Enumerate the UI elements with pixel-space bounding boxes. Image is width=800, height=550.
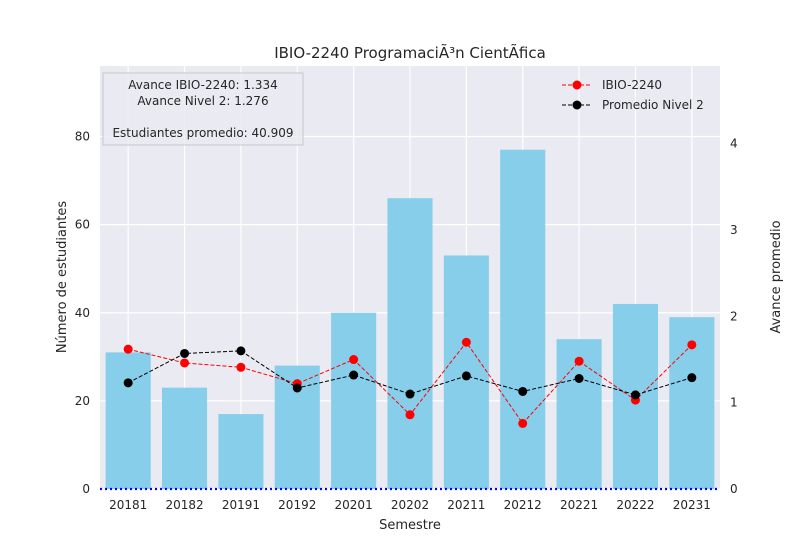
bar-20181 [105,352,151,489]
point-series1-20211 [461,371,471,381]
x-tick-label: 20211 [447,498,485,512]
point-series1-20221 [574,374,584,384]
annotation-box: Avance IBIO-2240: 1.334 Avance Nivel 2: … [102,72,304,146]
point-series0-20182 [180,358,190,368]
x-tick-label: 20191 [222,498,260,512]
bar-20212 [500,149,546,489]
point-series1-20201 [349,370,359,380]
bar-20182 [162,387,208,489]
y-tick-label: 0 [82,482,90,496]
point-series1-20212 [518,386,528,396]
x-tick-label: 20221 [560,498,598,512]
annotation-line-4: Estudiantes promedio: 40.909 [112,126,293,140]
y2-tick-label: 3 [730,223,738,237]
bars [105,149,715,489]
legend: IBIO-2240 Promedio Nivel 2 [562,78,704,112]
y-tick-label: 20 [75,394,90,408]
y2-tick-label: 2 [730,309,738,323]
x-tick-label: 20202 [391,498,429,512]
y2-tick-labels: 0 1 2 3 4 [730,137,738,496]
point-series0-20181 [123,344,133,354]
y2-tick-label: 4 [730,137,738,151]
annotation-line-1: Avance IBIO-2240: 1.334 [128,78,278,92]
y-axis-title: Número de estudiantes [55,201,70,353]
x-tick-label: 20231 [673,498,711,512]
x-tick-label: 20192 [278,498,316,512]
point-series1-20231 [687,373,697,383]
x-tick-label: 20212 [504,498,542,512]
legend-marker-nivel2 [572,100,582,110]
y2-tick-label: 0 [730,482,738,496]
x-tick-label: 20222 [616,498,654,512]
y-tick-label: 60 [75,218,90,232]
x-tick-label: 20182 [165,498,203,512]
point-series1-20202 [405,389,415,399]
bar-20202 [387,198,433,489]
point-series0-20202 [405,410,415,420]
point-series0-20221 [574,356,584,366]
annotation-box-frame [102,72,304,146]
x-axis-title: Semestre [379,518,441,533]
bar-20201 [331,312,377,489]
point-series1-20181 [123,378,133,388]
series-line-1 [127,350,692,396]
y2-tick-label: 1 [730,396,738,410]
point-series0-20231 [687,340,697,350]
point-series0-20211 [461,337,471,347]
y-tick-labels: 0 20 40 60 80 [75,130,90,497]
x-tick-label: 20181 [109,498,147,512]
annotation-line-2: Avance Nivel 2: 1.276 [137,94,268,108]
point-series1-20191 [236,346,246,356]
bar-20191 [218,414,264,489]
x-tick-label: 20201 [335,498,373,512]
legend-label-nivel2: Promedio Nivel 2 [602,98,704,112]
legend-marker-ibio [572,80,582,90]
point-series1-20192 [292,383,302,393]
legend-label-ibio: IBIO-2240 [602,78,662,92]
chart-title: IBIO-2240 ProgramaciÃ³n CientÃ­fica [274,43,546,62]
point-series0-20201 [349,355,359,365]
line-series [123,337,697,428]
point-series0-20191 [236,362,246,372]
point-series1-20222 [630,390,640,400]
point-series1-20182 [180,348,190,358]
y-tick-label: 80 [75,130,90,144]
y-tick-label: 40 [75,306,90,320]
point-series0-20212 [518,418,528,428]
y2-axis-title: Avance promedio [769,220,784,333]
x-tick-labels: 20181 20182 20191 20192 20201 20202 20211 20212… [109,498,711,512]
